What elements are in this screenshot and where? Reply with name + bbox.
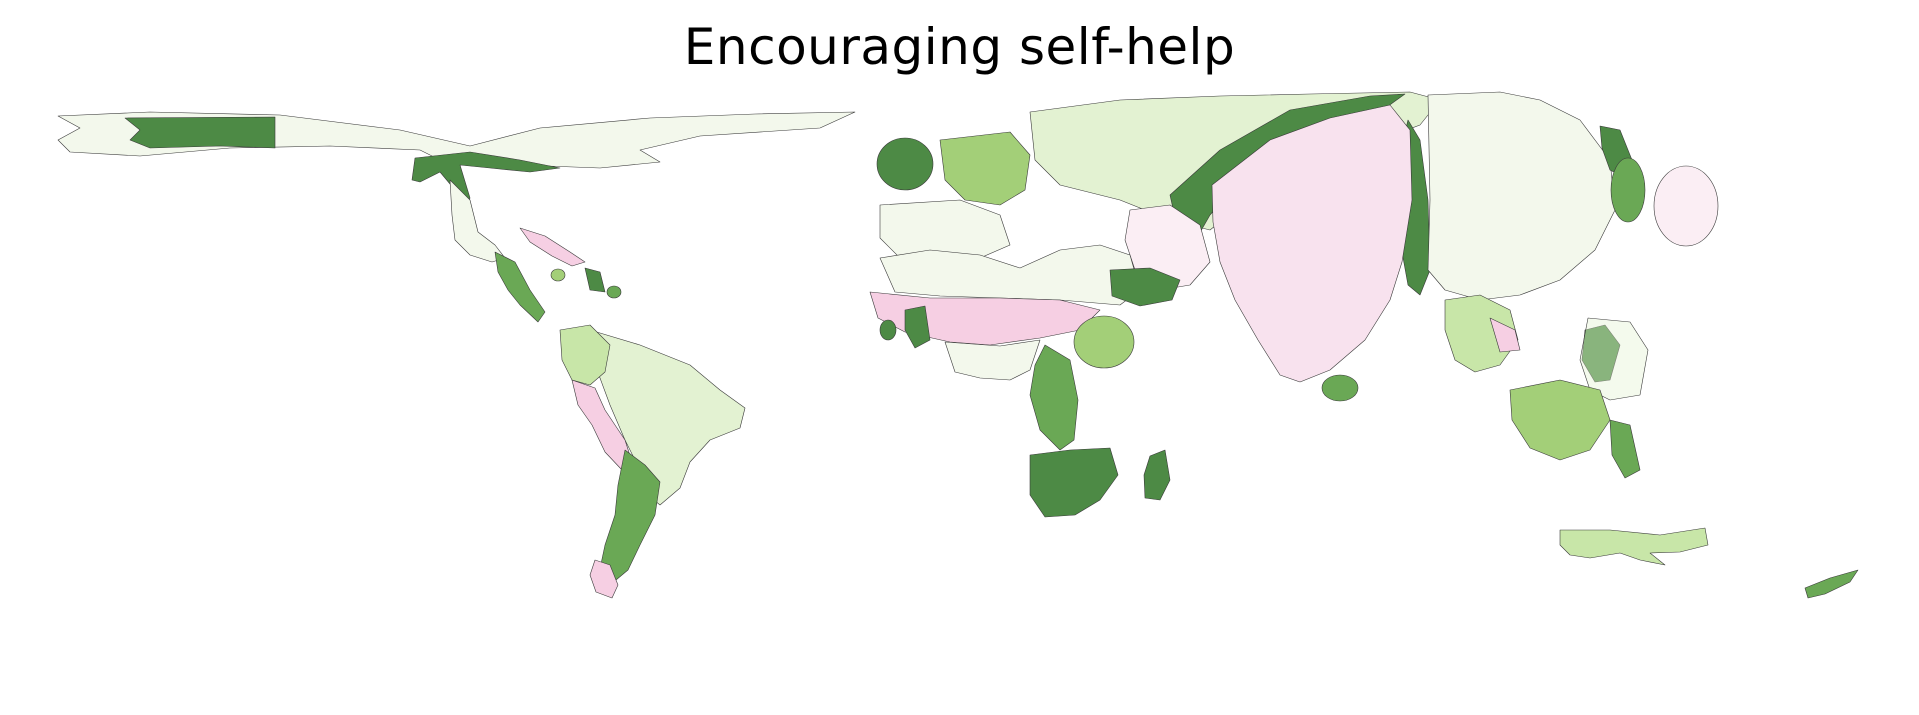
region-congo — [1029, 344, 1079, 451]
region-se-asia-mainland — [1444, 294, 1519, 373]
region-uk — [876, 137, 934, 191]
region-indonesia — [1509, 379, 1611, 461]
region-kenya — [1073, 315, 1135, 369]
region-japan — [1653, 165, 1719, 247]
region-island-2 — [606, 285, 622, 299]
region-sahel — [944, 339, 1041, 381]
region-cuba-island — [584, 267, 606, 293]
region-west-africa-green — [904, 305, 931, 349]
region-patagonia — [589, 559, 619, 599]
region-new-zealand — [1804, 569, 1859, 599]
region-andes-north — [559, 324, 611, 386]
region-korea-south — [1610, 157, 1646, 223]
region-sri-lanka — [1321, 374, 1359, 402]
region-chile-argentina — [597, 449, 661, 586]
region-mexico — [449, 179, 506, 263]
region-europe-central — [939, 131, 1031, 206]
region-north-africa — [879, 244, 1141, 306]
region-southern-africa — [1029, 447, 1119, 518]
region-china — [1427, 91, 1616, 301]
region-usa — [411, 151, 561, 221]
region-island-1 — [550, 268, 566, 282]
region-brazil — [589, 329, 746, 506]
region-west-africa-dot — [879, 319, 897, 341]
region-australia — [1559, 527, 1709, 566]
region-thailand — [1489, 317, 1521, 353]
region-philippines — [1581, 324, 1621, 383]
map-title: Encouraging self-help — [683, 18, 1236, 76]
region-central-america — [494, 251, 546, 323]
region-canada-band-dark — [124, 116, 276, 149]
region-caribbean — [519, 227, 586, 267]
region-philippines-ring — [1579, 317, 1649, 401]
region-madagascar — [1143, 449, 1171, 501]
region-india — [1211, 104, 1413, 383]
region-ethiopia — [1109, 267, 1181, 307]
region-indonesia-east — [1609, 419, 1641, 479]
